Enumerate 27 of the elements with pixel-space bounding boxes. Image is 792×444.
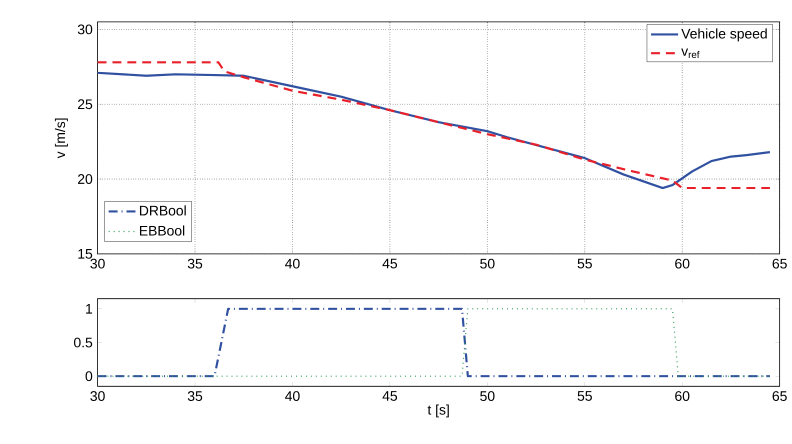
y-tick-label: 0: [86, 371, 92, 382]
x-tick-label: 40: [285, 391, 300, 401]
y-tick-label: 15: [78, 249, 92, 259]
legend-label: v$_{ref}$: [681, 48, 700, 58]
y-axis-title: v [m/s]: [54, 118, 68, 158]
y-tick-label: 30: [78, 24, 92, 34]
x-axis-title: t [s]: [428, 404, 449, 418]
y-tick-label: 0.5: [74, 338, 92, 348]
x-tick-label: 40: [285, 258, 300, 269]
legend-label: EBBool: [140, 225, 184, 236]
x-tick-label: 60: [675, 391, 690, 401]
x-tick-label: 65: [772, 258, 787, 269]
legend-label: Vehicle speed: [681, 28, 767, 42]
x-tick-label: 55: [578, 258, 592, 268]
x-tick-label: 45: [382, 391, 398, 401]
x-tick-label: 60: [675, 258, 690, 269]
x-tick-label: 45: [382, 258, 398, 268]
x-tick-label: 65: [772, 391, 787, 401]
x-tick-label: 50: [480, 391, 495, 401]
x-tick-label: 35: [188, 391, 202, 401]
legend-label: DRBool: [140, 205, 186, 216]
x-tick-label: 35: [188, 258, 202, 269]
y-tick-label: 25: [78, 99, 92, 110]
y-tick-label: 1: [86, 304, 92, 314]
y-tick-label: 20: [78, 174, 92, 184]
x-tick-label: 55: [578, 391, 592, 401]
x-tick-label: 50: [480, 258, 495, 269]
